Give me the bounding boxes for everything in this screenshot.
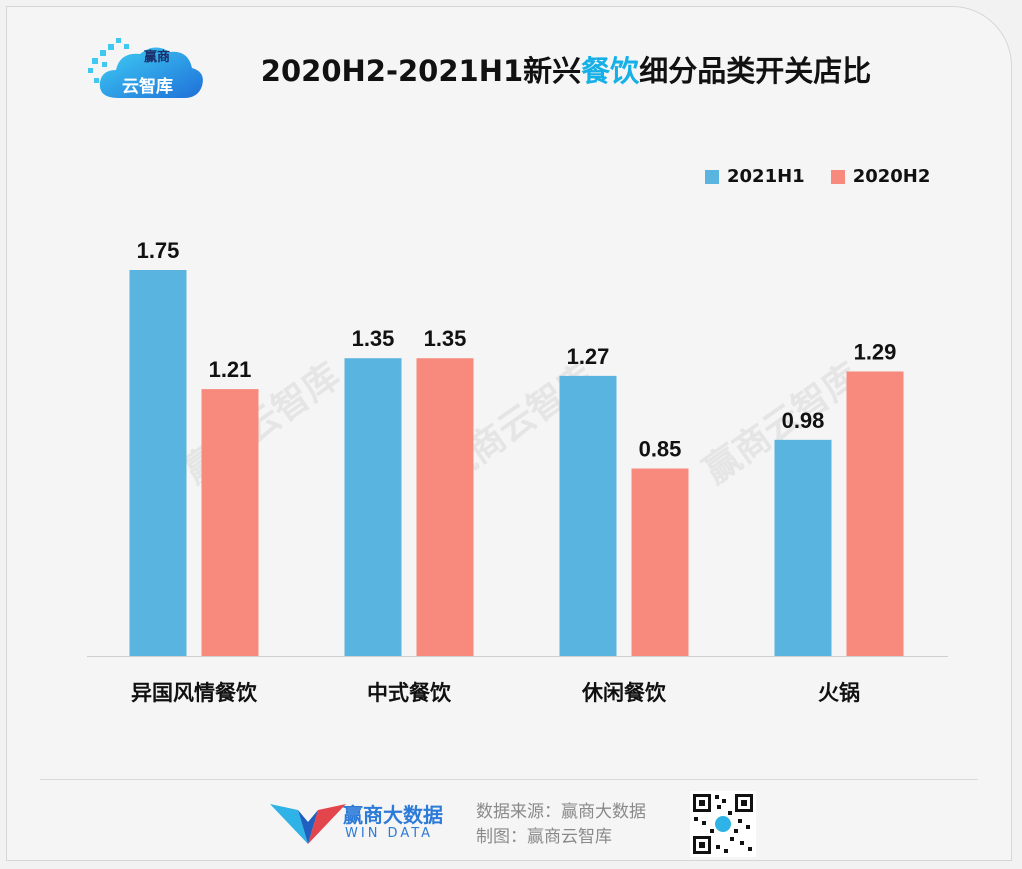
data-label-2020h2-2: 0.85 <box>639 437 682 462</box>
legend-swatch-2020h2 <box>830 169 845 184</box>
bar-2020h2-2 <box>631 468 689 656</box>
title-suffix: 细分品类开关店比 <box>639 54 872 88</box>
logo-text-top: 赢商 <box>144 50 171 65</box>
yingshang-cloud-logo-icon <box>88 38 203 98</box>
data-label-2021h1-2: 1.27 <box>567 344 610 369</box>
legend-swatch-2021h1 <box>705 169 719 184</box>
data-label-2020h2-0: 1.21 <box>209 357 252 382</box>
category-label-2: 休闲餐饮 <box>581 681 667 705</box>
legend-item-2020h2: 2020H2 <box>830 166 931 187</box>
brand-english-name: WIN DATA <box>345 826 434 841</box>
category-label-1: 中式餐饮 <box>367 681 452 705</box>
footer-divider <box>40 779 978 780</box>
title-highlight: 餐饮 <box>581 54 640 88</box>
data-label-2020h2-1: 1.35 <box>424 326 467 351</box>
data-label-2021h1-1: 1.35 <box>352 326 395 351</box>
brand-name: 赢商大数据 <box>343 803 443 827</box>
data-source-line: 数据来源：赢商大数据 <box>476 802 646 822</box>
data-label-2021h1-3: 0.98 <box>782 408 825 433</box>
maker-line: 制图：赢商云智库 <box>476 827 612 847</box>
bar-2021h1-0 <box>129 270 187 656</box>
title-prefix: 2020H2-2021H1新兴 <box>260 54 582 88</box>
legend-label-2021h1: 2021H1 <box>727 166 805 187</box>
legend-label-2020h2: 2020H2 <box>852 166 931 187</box>
qr-code-icon <box>690 791 756 857</box>
category-label-3: 火锅 <box>818 681 860 705</box>
bar-2020h2-1 <box>416 358 474 656</box>
chart-title: 2020H2-2021H1新兴餐饮细分品类开关店比 <box>0 48 1022 90</box>
category-label-0: 异国风情餐饮 <box>131 681 258 705</box>
bar-2021h1-1 <box>344 358 402 656</box>
bar-2021h1-2 <box>559 375 617 656</box>
data-label-2021h1-0: 1.75 <box>137 238 180 263</box>
logo-text-bottom: 云智库 <box>122 77 173 97</box>
windata-logo-icon <box>270 804 346 844</box>
source-note: 数据来源：赢商大数据 制图：赢商云智库 <box>476 800 646 850</box>
legend-item-2021h1: 2021H1 <box>705 166 805 187</box>
bar-2020h2-3 <box>846 371 904 656</box>
bar-2021h1-3 <box>774 439 832 656</box>
data-label-2020h2-3: 1.29 <box>854 339 897 364</box>
bar-2020h2-0 <box>201 389 259 656</box>
chart-legend: 2021H1 2020H2 <box>705 166 956 187</box>
